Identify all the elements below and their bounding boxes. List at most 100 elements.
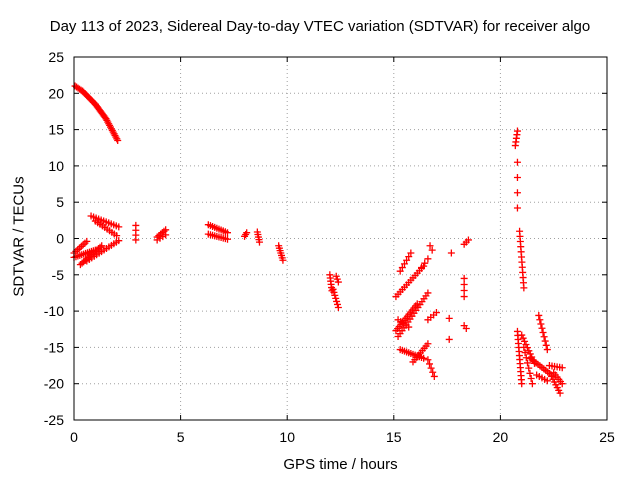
x-tick-label: 0 — [70, 429, 78, 445]
data-point — [513, 189, 521, 197]
data-point — [98, 242, 106, 250]
data-point — [421, 259, 429, 267]
data-point — [113, 232, 121, 240]
grid — [74, 57, 607, 420]
data-point — [543, 377, 551, 385]
data-point — [460, 280, 468, 288]
y-tick-label: -20 — [44, 376, 64, 392]
data-point — [114, 136, 122, 144]
data-point — [464, 236, 472, 244]
data-point — [424, 255, 432, 263]
data-point — [427, 364, 435, 372]
data-point — [279, 256, 287, 264]
data-point — [519, 334, 527, 342]
data-point — [96, 243, 104, 251]
x-tick-label: 15 — [386, 429, 402, 445]
data-point — [445, 314, 453, 322]
data-point — [521, 337, 529, 345]
data-point — [333, 297, 341, 305]
data-point — [426, 242, 434, 250]
data-point — [398, 264, 406, 272]
data-point — [541, 337, 549, 345]
y-tick-label: 25 — [48, 49, 64, 65]
chart-title: Day 113 of 2023, Sidereal Day-to-day VTE… — [49, 18, 591, 35]
data-point — [526, 369, 534, 377]
y-tick-label: 5 — [56, 194, 64, 210]
data-point — [400, 260, 408, 268]
data-point — [460, 293, 468, 301]
x-tick-label: 20 — [493, 429, 509, 445]
data-point — [432, 309, 440, 317]
data-point — [334, 278, 342, 286]
data-point — [540, 333, 548, 341]
data-point — [255, 238, 263, 246]
data-point — [407, 249, 415, 257]
data-point — [513, 158, 521, 166]
data-point — [430, 372, 438, 380]
data-point — [511, 142, 519, 150]
data-point — [513, 204, 521, 212]
data-point — [403, 256, 411, 264]
data-point — [525, 347, 533, 355]
data-point — [429, 368, 437, 376]
data-point — [527, 375, 535, 383]
data-point — [424, 289, 432, 297]
data-point — [132, 236, 140, 244]
data-point — [332, 294, 340, 302]
data-point — [460, 274, 468, 282]
y-tick-label: 10 — [48, 158, 64, 174]
data-point — [524, 359, 532, 367]
data-point — [520, 343, 528, 351]
data-point — [539, 329, 547, 337]
axis-ticks: 0 5 10 15 20 25 -25 -20 -15 -10 -5 0 5 10 15 20 25 — [44, 49, 615, 445]
data-point — [537, 320, 545, 328]
data-point — [535, 311, 543, 319]
y-tick-label: -15 — [44, 339, 64, 355]
data-point — [224, 235, 232, 243]
data-point — [518, 380, 526, 388]
y-tick-label: -10 — [44, 303, 64, 319]
data-point — [445, 335, 453, 343]
y-tick-label: 20 — [48, 85, 64, 101]
data-point — [396, 267, 404, 275]
x-tick-label: 5 — [177, 429, 185, 445]
data-point — [331, 291, 339, 299]
x-tick-label: 25 — [599, 429, 615, 445]
y-tick-label: -5 — [52, 267, 65, 283]
data-point — [424, 340, 432, 348]
data-point — [224, 229, 232, 237]
data-points — [70, 82, 566, 397]
data-point — [525, 364, 533, 372]
data-point — [162, 231, 170, 239]
y-tick-label: -25 — [44, 412, 64, 428]
data-point — [333, 300, 341, 308]
data-point — [428, 246, 436, 254]
data-point — [113, 135, 121, 143]
data-point — [528, 380, 536, 388]
data-point — [447, 249, 455, 257]
data-point — [83, 237, 91, 245]
data-point — [518, 331, 526, 339]
data-point — [243, 229, 251, 237]
data-point — [556, 389, 564, 397]
data-point — [420, 354, 428, 362]
x-axis-label: GPS time / hours — [283, 456, 398, 473]
data-point — [426, 360, 434, 368]
data-point — [329, 285, 337, 293]
x-tick-label: 10 — [279, 429, 295, 445]
data-point — [424, 356, 432, 364]
data-point — [405, 253, 413, 261]
y-tick-label: 15 — [48, 122, 64, 138]
y-tick-label: 0 — [56, 231, 64, 247]
data-point — [520, 284, 528, 292]
data-point — [536, 316, 544, 324]
data-point — [558, 380, 566, 388]
data-point — [521, 349, 529, 357]
data-point — [513, 174, 521, 182]
data-point — [330, 288, 338, 296]
data-point — [115, 237, 123, 245]
data-point — [115, 223, 123, 231]
data-point — [538, 324, 546, 332]
data-point — [542, 341, 550, 349]
